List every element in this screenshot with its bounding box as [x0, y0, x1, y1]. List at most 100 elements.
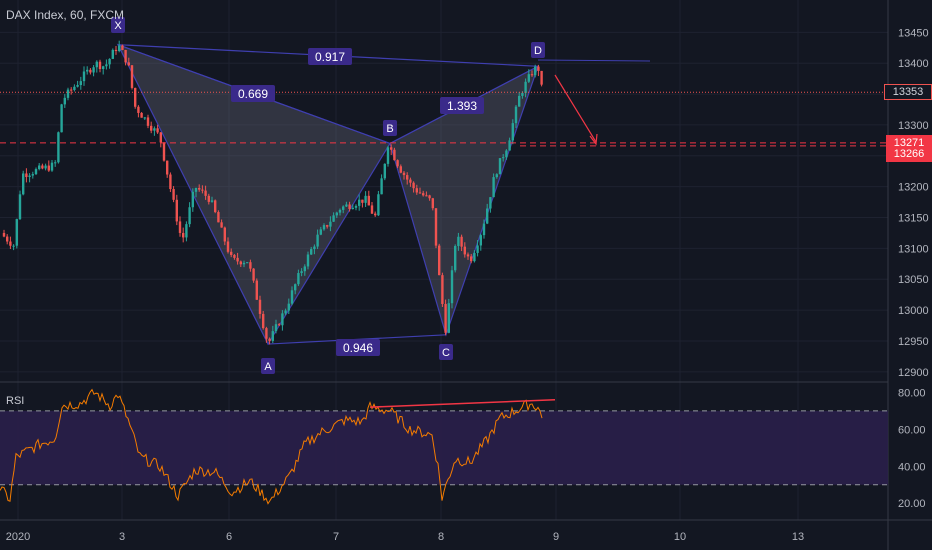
- candle-body: [534, 66, 537, 76]
- ratio-label-bg: [231, 85, 275, 102]
- candle-body: [335, 212, 338, 216]
- candle-body: [79, 81, 82, 86]
- candle-body: [246, 262, 249, 264]
- candle-body: [476, 245, 479, 253]
- pattern-point-x: X: [114, 20, 122, 32]
- candle-body: [361, 199, 364, 203]
- candle-body: [63, 97, 66, 105]
- time-tick-label: 10: [674, 531, 686, 543]
- candle-body: [121, 45, 124, 50]
- candle-body: [281, 313, 284, 326]
- time-tick-label: 6: [226, 531, 232, 543]
- pattern-point-a-bg: [261, 358, 275, 374]
- candle-body: [479, 235, 482, 246]
- candle-body: [364, 195, 367, 203]
- candle-body: [354, 205, 358, 208]
- candle-body: [345, 204, 348, 207]
- candle-body: [290, 290, 294, 304]
- rsi-tick-label: 20.00: [898, 498, 926, 510]
- candle-body: [156, 128, 159, 133]
- candle-body: [111, 49, 114, 59]
- candle-body: [470, 256, 473, 262]
- candle-body: [38, 165, 41, 170]
- candle-body: [223, 227, 226, 242]
- candle-body: [214, 200, 217, 213]
- candle-body: [118, 45, 121, 51]
- rsi-band: [0, 410, 888, 485]
- price-tick-label: 13050: [898, 274, 929, 286]
- candle-body: [284, 310, 287, 314]
- candle-body: [201, 189, 204, 191]
- candle-body: [210, 200, 214, 202]
- candle-body: [460, 236, 463, 247]
- candle-body: [66, 89, 70, 98]
- candle-body: [271, 331, 274, 341]
- candle-body: [463, 246, 466, 255]
- level-price-tag-2: 13266: [886, 145, 932, 162]
- candle-body: [47, 165, 50, 171]
- candle-body: [297, 273, 300, 285]
- candle-body: [511, 123, 514, 141]
- candle-body: [255, 280, 258, 300]
- candle-body: [124, 49, 127, 63]
- price-tick-label: 13000: [898, 305, 929, 317]
- candle-body: [447, 303, 450, 333]
- candle-body: [457, 236, 460, 247]
- price-tick-label: 13100: [898, 243, 929, 255]
- time-tick-label: 13: [792, 531, 804, 543]
- candle-body: [159, 132, 162, 143]
- rsi-title: RSI: [6, 395, 25, 407]
- candle-body: [41, 165, 44, 169]
- candle-body: [306, 254, 310, 267]
- candle-body: [166, 160, 169, 175]
- time-tick-label: 2020: [6, 531, 30, 543]
- candle-body: [172, 189, 175, 200]
- candle-body: [502, 157, 505, 159]
- candle-body: [82, 71, 86, 82]
- ratio-label-bg: [440, 97, 484, 114]
- candle-body: [2, 232, 6, 237]
- candle-body: [310, 249, 313, 255]
- candle-body: [114, 49, 118, 51]
- pattern-point-d: D: [534, 45, 542, 57]
- candle-body: [188, 207, 191, 225]
- candle-body: [146, 117, 150, 126]
- candle-body: [409, 179, 412, 183]
- pattern-point-c-bg: [439, 344, 453, 360]
- candle-body: [169, 174, 172, 190]
- candle-body: [450, 270, 454, 304]
- candle-body: [495, 174, 498, 178]
- candle-body: [204, 190, 207, 196]
- rsi-tick-label: 40.00: [898, 461, 926, 473]
- ratio-label: 0.669: [238, 87, 268, 101]
- pattern-point-a: A: [264, 361, 272, 373]
- candle-body: [316, 234, 319, 247]
- candle-body: [44, 165, 47, 169]
- candle-body: [242, 262, 246, 265]
- ratio-label: 0.946: [343, 341, 373, 355]
- price-tick-label: 12950: [898, 336, 929, 348]
- candle-body: [252, 268, 255, 281]
- candle-body: [28, 175, 31, 178]
- candle-body: [9, 241, 12, 246]
- candle-body: [505, 150, 508, 158]
- candle-body: [175, 199, 178, 222]
- pattern-point-b-bg: [383, 120, 397, 136]
- candle-body: [98, 61, 102, 70]
- candle-body: [95, 61, 98, 68]
- candle-body: [358, 199, 361, 206]
- candle-body: [249, 262, 252, 269]
- candle-body: [162, 142, 166, 161]
- candle-body: [300, 271, 303, 274]
- candle-body: [518, 95, 521, 107]
- candle-body: [338, 209, 342, 213]
- candle-body: [434, 208, 438, 246]
- candle-body: [230, 251, 233, 255]
- candle-body: [287, 303, 290, 311]
- candle-body: [466, 254, 470, 257]
- candle-body: [514, 106, 518, 124]
- candle-body: [239, 261, 242, 265]
- last-price-tag: 13353: [884, 84, 932, 101]
- candle-body: [130, 65, 134, 88]
